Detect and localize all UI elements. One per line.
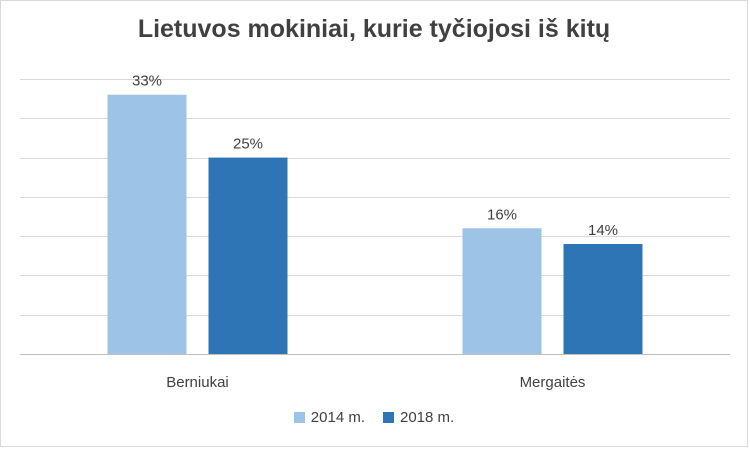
- legend-item: 2014 m.: [293, 409, 365, 426]
- bar: [208, 157, 288, 354]
- data-label: 33%: [132, 73, 162, 90]
- legend-swatch: [383, 412, 394, 423]
- data-label: 25%: [233, 136, 263, 153]
- data-label: 16%: [487, 206, 517, 223]
- category-label: Berniukai: [166, 374, 229, 391]
- chart-legend: 2014 m. 2018 m.: [1, 409, 747, 426]
- legend-label: 2014 m.: [310, 409, 365, 426]
- legend-swatch: [293, 412, 305, 423]
- legend-label: 2018 m.: [400, 409, 455, 426]
- legend-item: 2018 m.: [383, 409, 454, 426]
- category-label: Mergaitės: [520, 374, 586, 391]
- bar: [107, 94, 187, 354]
- data-label: 14%: [588, 222, 618, 239]
- bar: [462, 228, 542, 354]
- chart-title: Lietuvos mokiniai, kurie tyčiojosi iš ki…: [137, 15, 611, 43]
- bar: [563, 244, 643, 354]
